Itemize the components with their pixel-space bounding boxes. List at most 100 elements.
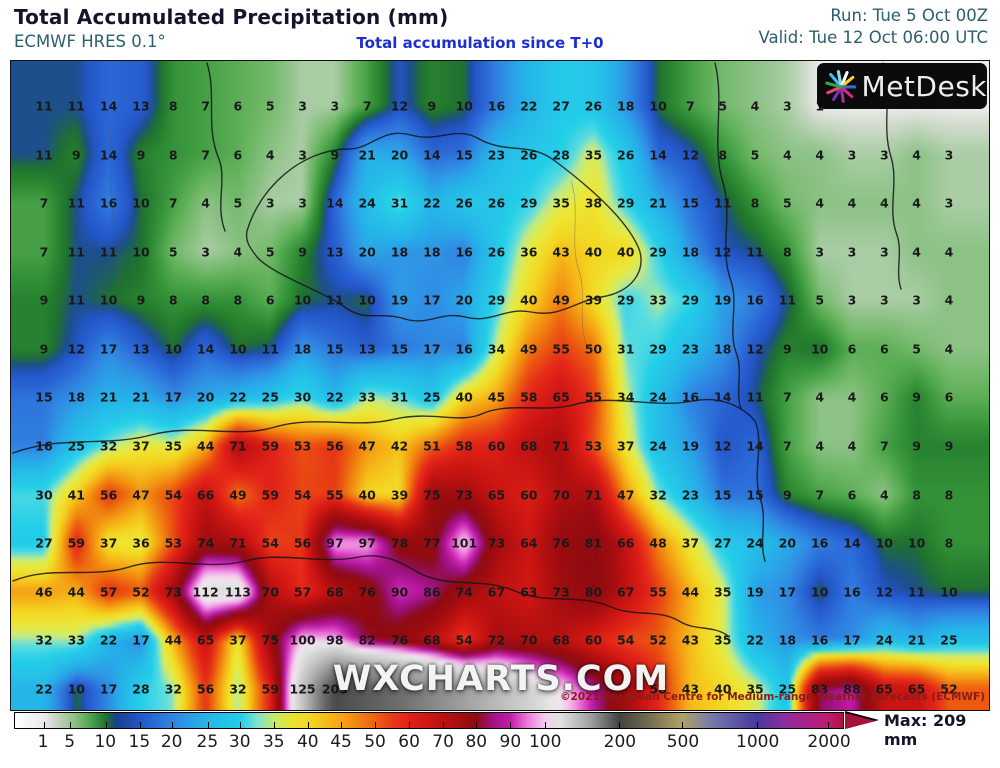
grid-value: 8 (912, 487, 921, 503)
grid-value: 16 (810, 632, 829, 648)
grid-value: 18 (67, 389, 86, 405)
grid-value: 10 (132, 244, 150, 260)
grid-value: 47 (617, 487, 635, 503)
grid-value: 33 (358, 389, 376, 405)
grid-value: 24 (649, 389, 667, 405)
grid-value: 11 (67, 292, 86, 308)
grid-value: 13 (326, 244, 344, 260)
grid-value: 3 (298, 98, 307, 114)
grid-value: 90 (390, 584, 409, 600)
run-time: Run: Tue 5 Oct 00Z (830, 6, 988, 25)
grid-value: 23 (681, 341, 700, 357)
grid-value: 25 (940, 632, 958, 648)
grid-value: 49 (520, 341, 538, 357)
grid-value: 6 (879, 389, 889, 405)
grid-value: 75 (423, 487, 441, 503)
colorbar-tick-label: 70 (432, 732, 454, 752)
colorbar-arrow (845, 712, 876, 729)
grid-value: 4 (815, 389, 825, 405)
grid-value: 11 (778, 292, 797, 308)
grid-value: 44 (67, 584, 86, 600)
grid-value: 16 (843, 584, 861, 600)
grid-value: 22 (229, 389, 247, 405)
grid-value: 3 (944, 195, 954, 211)
grid-value: 54 (293, 487, 312, 503)
grid-value: 12 (67, 341, 86, 357)
colorbar-tick (140, 722, 142, 728)
grid-value: 36 (132, 535, 150, 551)
grid-value: 67 (617, 584, 635, 600)
grid-value: 56 (293, 535, 312, 551)
grid-value: 6 (265, 292, 275, 308)
grid-value: 14 (99, 98, 118, 114)
grid-value: 14 (843, 535, 861, 551)
grid-value: 97 (358, 535, 376, 551)
grid-value: 7 (815, 487, 825, 503)
grid-value: 70 (261, 584, 279, 600)
grid-value: 22 (99, 632, 118, 648)
grid-value: 5 (265, 244, 275, 260)
grid-value: 70 (520, 632, 538, 648)
grid-value: 53 (584, 438, 603, 454)
grid-value: 26 (455, 195, 473, 211)
grid-value: 24 (358, 195, 376, 211)
grid-value: 60 (584, 632, 603, 648)
grid-value: 30 (293, 389, 312, 405)
grid-value: 3 (298, 195, 307, 211)
grid-value: 11 (746, 389, 764, 405)
grid-value: 72 (487, 632, 506, 648)
grid-value: 56 (196, 681, 215, 697)
grid-value: 14 (746, 438, 764, 454)
grid-value: 49 (229, 487, 247, 503)
wxcharts-watermark: WXCHARTS.COM (332, 659, 670, 699)
grid-value: 68 (552, 632, 570, 648)
grid-value: 35 (746, 681, 764, 697)
grid-value: 29 (649, 341, 667, 357)
grid-value: 15 (390, 341, 409, 357)
grid-value: 67 (487, 584, 506, 600)
grid-value: 28 (552, 147, 570, 163)
grid-value: 26 (520, 147, 538, 163)
grid-value: 8 (944, 535, 954, 551)
grid-value: 17 (164, 389, 182, 405)
grid-value: 54 (164, 487, 182, 503)
grid-value: 31 (617, 341, 635, 357)
grid-value: 48 (649, 535, 667, 551)
grid-value: 22 (326, 389, 344, 405)
grid-value: 45 (487, 389, 506, 405)
grid-value: 74 (455, 584, 473, 600)
grid-value: 4 (944, 244, 954, 260)
grid-value: 9 (783, 487, 792, 503)
grid-value: 28 (132, 681, 150, 697)
metdesk-logo-text: MetDesk (861, 69, 987, 103)
grid-value: 11 (907, 584, 926, 600)
grid-value: 43 (681, 632, 700, 648)
grid-value: 56 (99, 487, 118, 503)
grid-value: 15 (35, 389, 53, 405)
grid-value: 4 (847, 389, 857, 405)
grid-value: 35 (714, 632, 732, 648)
grid-value: 54 (455, 632, 473, 648)
grid-value: 25 (67, 438, 86, 454)
colorbar-tick (682, 722, 684, 728)
grid-value: 97 (326, 535, 344, 551)
grid-value: 80 (584, 584, 603, 600)
grid-value: 8 (233, 292, 243, 308)
grid-value: 17 (423, 341, 441, 357)
grid-value: 29 (520, 195, 538, 211)
grid-value: 10 (293, 292, 312, 308)
grid-value: 4 (847, 195, 857, 211)
grid-value: 3 (847, 147, 857, 163)
colorbar-tick (43, 722, 45, 728)
colorbar-tick (274, 722, 276, 728)
grid-value: 11 (67, 98, 86, 114)
grid-value: 16 (35, 438, 53, 454)
grid-value: 14 (714, 389, 732, 405)
grid-value: 13 (132, 341, 150, 357)
grid-value: 57 (293, 584, 312, 600)
grid-value: 10 (164, 341, 182, 357)
grid-value: 60 (520, 487, 538, 503)
grid-value: 8 (168, 292, 178, 308)
grid-value: 5 (912, 341, 921, 357)
copyright-text: ©2021 European Centre for Medium-range W… (560, 691, 985, 703)
